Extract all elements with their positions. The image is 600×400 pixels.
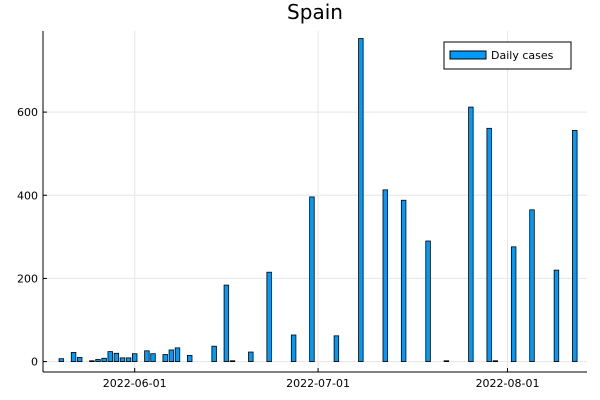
bar xyxy=(119,357,126,362)
bar xyxy=(468,106,474,362)
bar xyxy=(95,359,101,362)
legend-label: Daily cases xyxy=(491,49,554,62)
bar xyxy=(89,360,95,362)
bar xyxy=(150,353,156,363)
bar xyxy=(107,351,113,362)
bar xyxy=(358,38,364,363)
legend-swatch xyxy=(449,50,487,60)
bar xyxy=(290,334,297,362)
bar xyxy=(162,354,168,362)
bar xyxy=(229,360,236,362)
bar xyxy=(400,199,407,363)
bar xyxy=(486,127,492,362)
bar xyxy=(553,269,560,363)
x-tick-label: 2022-06-01 xyxy=(103,377,167,390)
bar xyxy=(113,352,120,363)
bar xyxy=(125,357,132,362)
bar xyxy=(266,271,272,363)
bar xyxy=(131,353,138,363)
tick-labels: 2022-06-01 2022-07-01 2022-08-01 0 200 400 600 xyxy=(17,106,540,390)
bars xyxy=(58,38,578,363)
bar xyxy=(101,357,107,363)
bar xyxy=(572,129,578,363)
bar xyxy=(58,358,65,363)
x-tick-label: 2022-08-01 xyxy=(476,377,540,390)
bar xyxy=(76,357,83,363)
bar xyxy=(144,350,150,363)
bar xyxy=(168,349,175,362)
bar xyxy=(333,335,340,363)
bar xyxy=(425,240,431,363)
bar xyxy=(382,189,388,363)
bar xyxy=(248,351,254,363)
legend: Daily cases xyxy=(443,41,572,70)
bar xyxy=(309,196,315,363)
bar xyxy=(70,352,77,363)
y-tick-label: 0 xyxy=(31,356,38,369)
bar xyxy=(443,360,450,362)
y-tick-label: 400 xyxy=(17,189,38,202)
x-tick-label: 2022-07-01 xyxy=(286,377,350,390)
y-tick-label: 200 xyxy=(17,272,38,285)
chart-title: Spain xyxy=(287,0,343,24)
bar xyxy=(492,360,499,362)
axes xyxy=(42,31,587,373)
bar xyxy=(211,345,217,363)
bar xyxy=(174,347,181,363)
bar xyxy=(510,246,517,363)
y-tick-label: 600 xyxy=(17,106,38,119)
bar xyxy=(529,209,535,363)
bar xyxy=(186,354,193,363)
bar xyxy=(223,284,230,363)
